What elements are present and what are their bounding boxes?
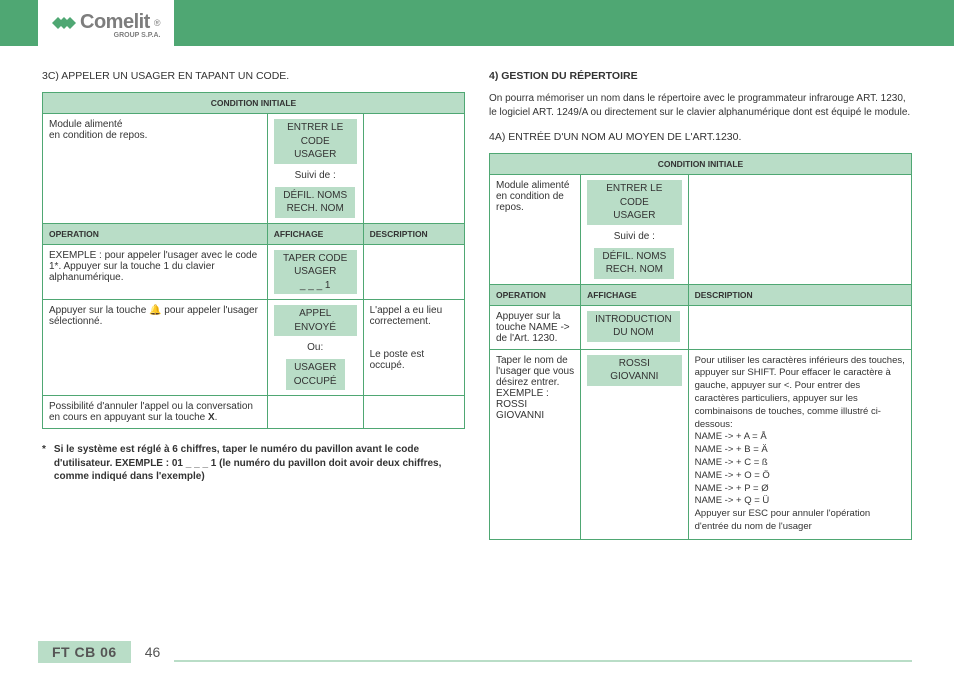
- key-x: X: [208, 412, 215, 423]
- table-row: Taper le nom de l'usager que vous désire…: [490, 349, 912, 539]
- display-box: USAGER OCCUPÉ: [286, 359, 345, 390]
- desc-line: L'appel a eu lieu correctement.: [370, 305, 458, 327]
- footnote-star: *: [42, 443, 46, 484]
- condition-op: Module alimenté en condition de repos.: [43, 114, 268, 224]
- desc-line: Le poste est occupé.: [370, 349, 458, 371]
- table-row: CONDITION INITIALE: [490, 154, 912, 175]
- col-header-operation: OPERATION: [43, 223, 268, 244]
- display-box: DÉFIL. NOMS RECH. NOM: [594, 248, 674, 279]
- table-3c: CONDITION INITIALE Module alimenté en co…: [42, 92, 465, 429]
- condition-desc: [688, 175, 911, 285]
- display-box: ROSSI GIOVANNI: [587, 355, 682, 386]
- condition-header: CONDITION INITIALE: [490, 154, 912, 175]
- aff-cell: APPEL ENVOYÉ Ou: USAGER OCCUPÉ: [267, 300, 363, 396]
- col-header-affichage: AFFICHAGE: [581, 284, 689, 305]
- table-row: Module alimenté en condition de repos. E…: [43, 114, 465, 224]
- section-4a-title: 4A) ENTRÉE D'UN NOM AU MOYEN DE L'ART.12…: [489, 131, 912, 143]
- table-row: OPERATION AFFICHAGE DESCRIPTION: [490, 284, 912, 305]
- header-bar: Comelit ® GROUP S.P.A.: [0, 0, 954, 46]
- table-4a: CONDITION INITIALE Module alimenté en co…: [489, 153, 912, 540]
- footer-page-number: 46: [131, 641, 175, 663]
- column-left: 3C) APPELER UN USAGER EN TAPANT UN CODE.…: [42, 70, 465, 554]
- table-row: Possibilité d'annuler l'appel ou la conv…: [43, 396, 465, 429]
- col-header-operation: OPERATION: [490, 284, 581, 305]
- condition-display: ENTRER LE CODE USAGER Suivi de : DÉFIL. …: [267, 114, 363, 224]
- desc-cell: Pour utiliser les caractères inférieurs …: [688, 349, 911, 539]
- table-row: Appuyer sur la touche NAME -> de l'Art. …: [490, 305, 912, 349]
- condition-op: Module alimenté en condition de repos.: [490, 175, 581, 285]
- footnote: * Si le système est réglé à 6 chiffres, …: [42, 443, 465, 484]
- op-cell: Possibilité d'annuler l'appel ou la conv…: [43, 396, 268, 429]
- op-cell: EXEMPLE : pour appeler l'usager avec le …: [43, 244, 268, 300]
- page-content: 3C) APPELER UN USAGER EN TAPANT UN CODE.…: [0, 46, 954, 554]
- op-text: Appuyer sur la touche: [49, 305, 149, 316]
- table-row: OPERATION AFFICHAGE DESCRIPTION: [43, 223, 465, 244]
- col-header-description: DESCRIPTION: [688, 284, 911, 305]
- footnote-text: Si le système est réglé à 6 chiffres, ta…: [54, 443, 457, 484]
- desc-cell: L'appel a eu lieu correctement. Le poste…: [363, 300, 464, 396]
- condition-header: CONDITION INITIALE: [43, 93, 465, 114]
- display-box: ENTRER LE CODE USAGER: [274, 119, 357, 164]
- footer-doc-code: FT CB 06: [38, 641, 131, 663]
- section-4-title: 4) GESTION DU RÉPERTOIRE: [489, 70, 912, 82]
- condition-desc: [363, 114, 464, 224]
- section-4-intro: On pourra mémoriser un nom dans le réper…: [489, 92, 912, 119]
- desc-cell: [363, 244, 464, 300]
- table-row: EXEMPLE : pour appeler l'usager avec le …: [43, 244, 465, 300]
- table-row: CONDITION INITIALE: [43, 93, 465, 114]
- op-cell: Appuyer sur la touche NAME -> de l'Art. …: [490, 305, 581, 349]
- display-caption: Suivi de :: [295, 170, 336, 181]
- display-box: TAPER CODE USAGER _ _ _ 1: [274, 250, 357, 295]
- desc-cell: [363, 396, 464, 429]
- op-text: .: [215, 412, 218, 423]
- brand-registered: ®: [154, 18, 161, 28]
- aff-cell: INTRODUCTION DU NOM: [581, 305, 689, 349]
- desc-cell: [688, 305, 911, 349]
- bell-icon: 🔔: [149, 305, 161, 316]
- display-caption: Suivi de :: [614, 231, 655, 242]
- op-cell: Taper le nom de l'usager que vous désire…: [490, 349, 581, 539]
- condition-display: ENTRER LE CODE USAGER Suivi de : DÉFIL. …: [581, 175, 689, 285]
- display-box: DÉFIL. NOMS RECH. NOM: [275, 187, 355, 218]
- brand-mark-icon: [52, 13, 76, 33]
- brand-name: Comelit: [80, 11, 150, 34]
- col-header-description: DESCRIPTION: [363, 223, 464, 244]
- aff-cell: TAPER CODE USAGER _ _ _ 1: [267, 244, 363, 300]
- aff-cell: [267, 396, 363, 429]
- column-right: 4) GESTION DU RÉPERTOIRE On pourra mémor…: [489, 70, 912, 554]
- brand-logo: Comelit ® GROUP S.P.A.: [38, 0, 174, 46]
- display-box: INTRODUCTION DU NOM: [587, 311, 680, 342]
- page-footer: FT CB 06 46: [38, 641, 912, 663]
- table-row: Appuyer sur la touche 🔔 pour appeler l'u…: [43, 300, 465, 396]
- table-row: Module alimenté en condition de repos. E…: [490, 175, 912, 285]
- section-3c-title: 3C) APPELER UN USAGER EN TAPANT UN CODE.: [42, 70, 465, 82]
- aff-cell: ROSSI GIOVANNI: [581, 349, 689, 539]
- footer-rule: [174, 641, 912, 662]
- display-box: ENTRER LE CODE USAGER: [587, 180, 682, 225]
- op-text: Possibilité d'annuler l'appel ou la conv…: [49, 401, 253, 423]
- display-caption: Ou:: [307, 342, 323, 353]
- op-cell: Appuyer sur la touche 🔔 pour appeler l'u…: [43, 300, 268, 396]
- brand-subtitle: GROUP S.P.A.: [114, 32, 161, 39]
- col-header-affichage: AFFICHAGE: [267, 223, 363, 244]
- display-box: APPEL ENVOYÉ: [274, 305, 357, 336]
